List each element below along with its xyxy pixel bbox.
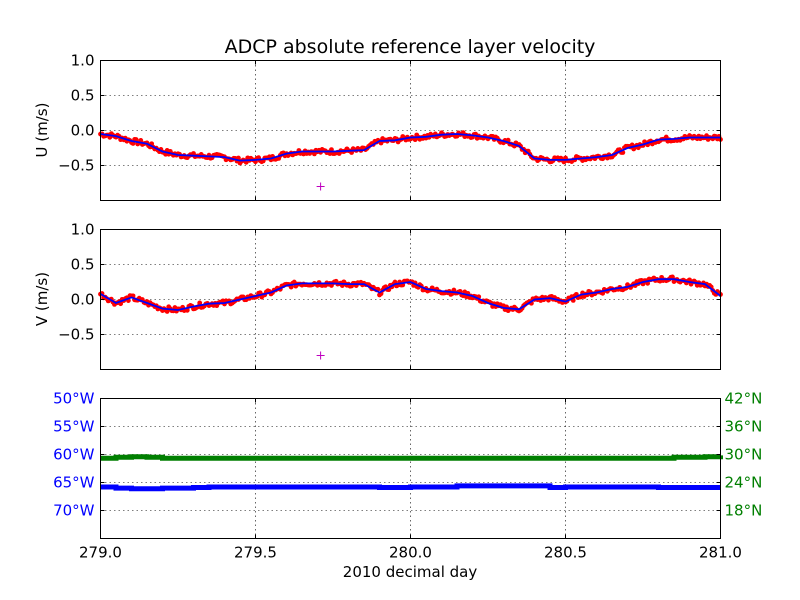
v-axis-label: V (m/s) <box>33 272 51 326</box>
longitude-track-line <box>100 483 721 492</box>
u-velocity-panel: 1.0 0.5 0.0 −0.5 U (m/s) <box>33 52 723 201</box>
latitude-tick-label: 30°N <box>725 446 763 464</box>
latitude-track-line <box>100 454 723 461</box>
latitude-tick-label: 24°N <box>725 474 763 492</box>
raw-velocity-point <box>670 274 675 280</box>
v-velocity-panel: 1.0 0.5 0.0 −0.5 V (m/s) <box>33 221 723 370</box>
y-tick-label: 0.5 <box>71 87 95 105</box>
longitude-tick-label: 70°W <box>53 502 95 520</box>
x-axis-label: 2010 decimal day <box>343 563 478 581</box>
y-tick-label: 0.0 <box>71 122 95 140</box>
raw-velocity-point <box>164 309 170 314</box>
longitude-tick-label: 50°W <box>53 390 95 408</box>
plus-marker <box>316 182 325 191</box>
latitude-tick-label: 36°N <box>725 418 763 436</box>
x-tick-label: 280.5 <box>544 544 587 562</box>
latitude-tick-label: 18°N <box>725 502 763 520</box>
y-tick-label: −0.5 <box>58 157 94 175</box>
plus-marker <box>316 351 325 360</box>
longitude-tick-label: 55°W <box>53 418 95 436</box>
y-tick-label: −0.5 <box>58 326 94 344</box>
longitude-tick-label: 60°W <box>53 446 95 464</box>
y-tick-label: 1.0 <box>71 221 95 239</box>
raw-velocity-point <box>197 300 203 306</box>
smoothed-velocity-line <box>100 278 722 311</box>
smoothed-velocity-line <box>100 133 721 162</box>
x-tick-label: 281.0 <box>699 544 742 562</box>
y-tick-label: 0.5 <box>71 256 95 274</box>
position-plot-frame <box>100 398 721 539</box>
u-axis-label: U (m/s) <box>33 103 51 158</box>
raw-velocity-point <box>663 134 669 140</box>
figure-title: ADCP absolute reference layer velocity <box>225 36 596 58</box>
x-tick-label: 279.0 <box>79 544 122 562</box>
longitude-tick-label: 65°W <box>53 474 95 492</box>
y-tick-label: 1.0 <box>71 52 95 70</box>
position-panel: 279.0 279.5 280.0 280.5 281.0 50°W 55°W 60°W 65°… <box>53 390 762 582</box>
x-tick-label: 279.5 <box>234 544 277 562</box>
x-tick-label: 280.0 <box>389 544 432 562</box>
y-tick-label: 0.0 <box>71 291 95 309</box>
latitude-tick-label: 42°N <box>725 390 763 408</box>
